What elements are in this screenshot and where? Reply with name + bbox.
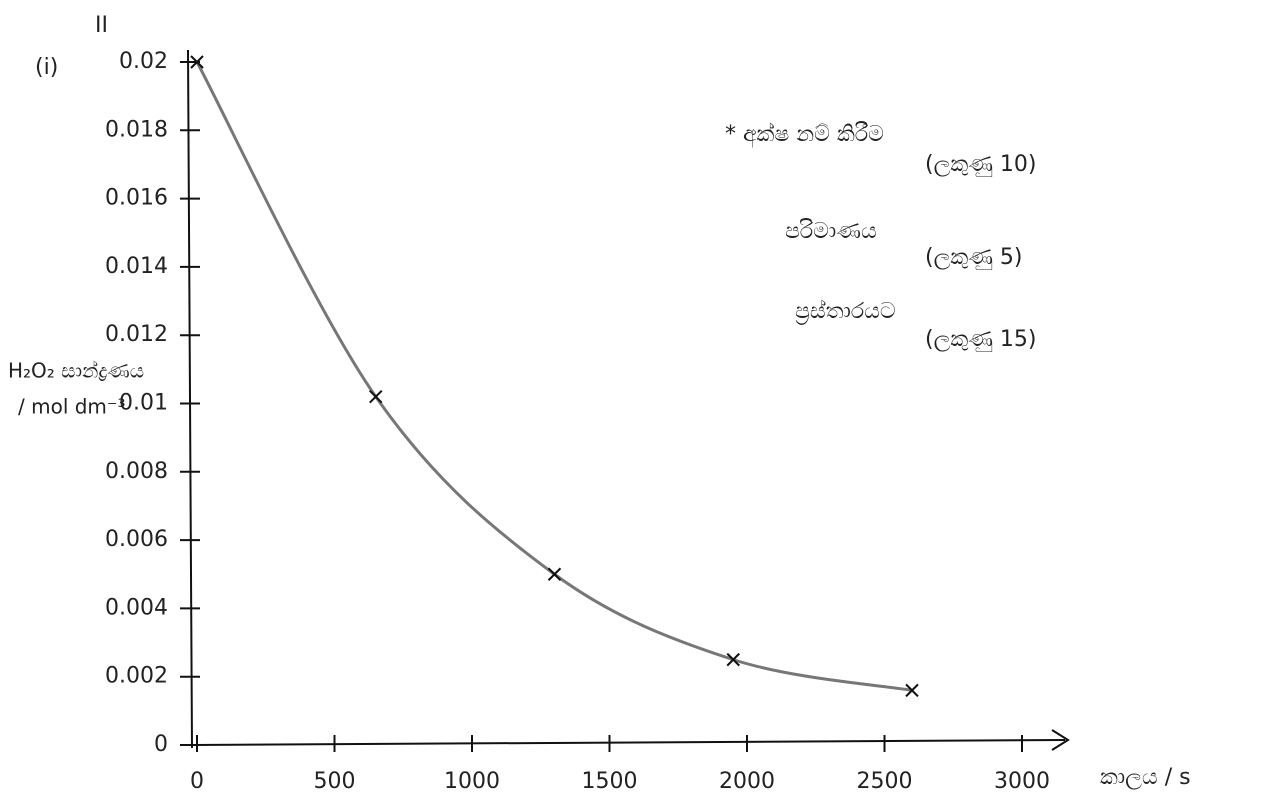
x-tick-label: 1000	[444, 769, 500, 794]
annotations: * අක්ෂ නම් කිරීම (ලකුණු 10) පරිමාණය (ලකු…	[725, 121, 1037, 352]
curve	[197, 62, 912, 690]
x-tick-label: 2000	[719, 769, 775, 794]
part-label: (i)	[35, 55, 58, 80]
y-axis-label: H₂O₂ සාන්ද්‍රණය	[8, 359, 144, 383]
y-tick-label: 0.002	[105, 664, 168, 689]
x-tick-label: 0	[190, 769, 204, 794]
y-axis	[188, 50, 192, 748]
chart: II (i) H₂O₂ සාන්ද්‍රණය / mol dm⁻³ කාලය /…	[0, 0, 1270, 799]
annotation-text: * අක්ෂ නම් කිරීම	[725, 121, 884, 148]
x-tick-label: 2500	[857, 769, 913, 794]
annotation-marks: (ලකුණු 10)	[925, 152, 1037, 177]
y-axis-unit: / mol dm⁻³	[18, 395, 125, 419]
annotation-marks: (ලකුණු 15)	[925, 327, 1037, 352]
x-tick-label: 1500	[582, 769, 638, 794]
data-point	[549, 568, 561, 580]
y-tick-label: 0.012	[105, 322, 168, 347]
y-tick-label: 0.02	[119, 49, 168, 74]
annotation-text: ප්‍රස්තාරයට	[795, 299, 896, 325]
y-tick-label: 0.014	[105, 254, 168, 279]
y-tick-label: 0.01	[119, 391, 168, 416]
y-tick-label: 0.016	[105, 186, 168, 211]
y-tick-label: 0.004	[105, 595, 168, 620]
x-tick-label: 500	[314, 769, 356, 794]
y-tick-label: 0.018	[105, 117, 168, 142]
x-axis-label: කාලය / s	[1100, 765, 1191, 790]
x-tick-label: 3000	[994, 769, 1050, 794]
annotation-text: පරිමාණය	[785, 218, 877, 244]
section-label: II	[95, 13, 108, 38]
page: {"chart_data": { "type": "line", "sectio…	[0, 0, 1270, 799]
y-tick-label: 0	[154, 732, 168, 757]
data-point	[370, 391, 382, 403]
annotation-marks: (ලකුණු 5)	[925, 245, 1023, 270]
x-axis	[192, 740, 1065, 745]
y-tick-label: 0.008	[105, 459, 168, 484]
y-tick-label: 0.006	[105, 527, 168, 552]
